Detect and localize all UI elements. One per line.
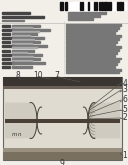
Bar: [2, 62, 14, 64]
Bar: [12, 37, 44, 38]
Text: n: n: [18, 132, 22, 137]
Bar: [66, 66, 115, 68]
Polygon shape: [88, 102, 120, 138]
Bar: [66, 63, 117, 65]
Bar: [99, 2, 100, 10]
Text: 9: 9: [60, 159, 64, 165]
Bar: [60, 2, 126, 10]
Bar: [96, 2, 97, 10]
Bar: [60, 2, 61, 10]
Bar: [3, 77, 122, 160]
Bar: [12, 62, 45, 64]
Text: 3: 3: [123, 85, 127, 95]
Bar: [12, 52, 27, 53]
Bar: [12, 27, 32, 28]
Bar: [68, 18, 93, 20]
Text: 4: 4: [123, 79, 127, 87]
Bar: [12, 58, 40, 60]
Bar: [66, 24, 121, 26]
Bar: [12, 45, 47, 47]
Bar: [66, 38, 119, 40]
Bar: [12, 66, 32, 67]
Bar: [2, 19, 24, 21]
Bar: [12, 25, 40, 27]
Bar: [66, 55, 115, 57]
Bar: [12, 31, 39, 32]
Text: 10: 10: [33, 71, 43, 80]
Bar: [2, 37, 12, 38]
Bar: [2, 25, 10, 27]
Bar: [12, 54, 42, 55]
Bar: [122, 2, 123, 10]
Bar: [66, 49, 119, 51]
Bar: [2, 41, 10, 43]
Bar: [66, 58, 121, 59]
Bar: [105, 2, 107, 10]
Bar: [12, 56, 33, 57]
Bar: [12, 47, 36, 48]
Polygon shape: [5, 102, 37, 138]
Text: 2: 2: [123, 114, 127, 122]
Bar: [94, 2, 95, 10]
Bar: [12, 35, 29, 36]
Bar: [3, 86, 122, 89]
Bar: [66, 69, 121, 71]
Bar: [61, 2, 63, 10]
Bar: [2, 29, 14, 31]
Bar: [101, 2, 103, 10]
Text: 6: 6: [123, 96, 127, 104]
Bar: [2, 58, 10, 60]
Bar: [119, 2, 121, 10]
Bar: [82, 2, 83, 10]
Bar: [66, 41, 117, 43]
Bar: [2, 45, 14, 47]
Bar: [3, 152, 122, 160]
Bar: [65, 2, 67, 10]
Bar: [66, 30, 117, 31]
Text: 1: 1: [123, 151, 127, 161]
Bar: [2, 54, 12, 55]
Bar: [2, 12, 30, 14]
Bar: [68, 62, 86, 64]
Bar: [3, 148, 122, 152]
Bar: [88, 2, 89, 10]
Bar: [110, 2, 111, 10]
Bar: [104, 2, 105, 10]
Bar: [68, 12, 106, 14]
Bar: [3, 77, 122, 86]
Text: 7: 7: [55, 71, 59, 80]
Bar: [12, 50, 34, 51]
Text: 5: 5: [123, 105, 127, 115]
Bar: [12, 29, 50, 31]
Bar: [12, 39, 34, 40]
Bar: [66, 52, 117, 54]
Bar: [117, 2, 118, 10]
Bar: [66, 32, 115, 34]
Bar: [12, 60, 32, 61]
Bar: [12, 33, 37, 34]
Bar: [66, 46, 121, 48]
Bar: [66, 44, 115, 45]
Bar: [66, 60, 119, 62]
Text: m: m: [11, 132, 17, 137]
Bar: [2, 16, 44, 18]
Bar: [66, 27, 119, 29]
Bar: [68, 15, 100, 17]
Bar: [2, 33, 10, 34]
Bar: [5, 118, 120, 122]
Bar: [2, 66, 10, 67]
Bar: [108, 2, 109, 10]
Bar: [2, 50, 10, 51]
Bar: [12, 43, 32, 44]
Bar: [80, 2, 81, 10]
Bar: [12, 41, 40, 43]
Bar: [66, 35, 121, 37]
Bar: [66, 72, 119, 73]
Text: 8: 8: [16, 71, 20, 80]
